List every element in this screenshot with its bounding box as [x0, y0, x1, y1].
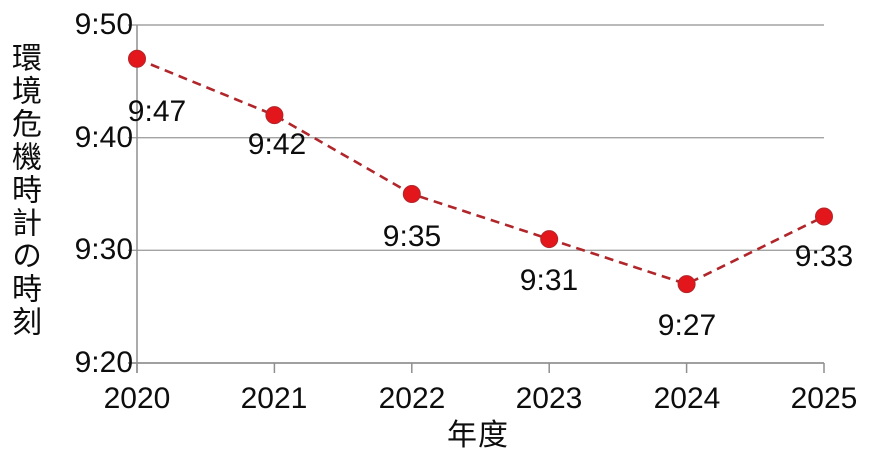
x-tick-label: 2022 [378, 382, 446, 415]
y-tick-label: 9:30 [74, 233, 133, 266]
data-point-marker [128, 49, 146, 68]
x-tick-label: 2025 [790, 382, 858, 415]
data-label: 9:42 [247, 128, 307, 161]
data-label: 9:27 [657, 309, 717, 342]
x-tick-label: 2024 [653, 382, 721, 415]
data-label: 9:35 [382, 220, 442, 253]
data-point-marker [265, 106, 284, 125]
series-line [136, 57, 825, 286]
data-label: 9:47 [127, 95, 187, 128]
data-label: 9:33 [794, 240, 854, 273]
data-point-marker [402, 185, 421, 203]
data-label: 9:31 [519, 264, 579, 297]
data-point-marker [815, 207, 833, 226]
x-tick-label: 2020 [103, 382, 171, 415]
data-point-marker [540, 230, 559, 249]
data-point-marker [677, 275, 696, 294]
x-tick-label: 2023 [515, 382, 583, 415]
y-tick-label: 9:50 [74, 8, 133, 41]
y-tick-label: 9:20 [74, 346, 133, 379]
x-axis-title: 年度 [447, 419, 509, 452]
y-axis-title: 環境危機時計の時刻 [7, 42, 40, 339]
x-tick-label: 2021 [240, 382, 308, 415]
y-tick-label: 9:40 [74, 121, 133, 154]
